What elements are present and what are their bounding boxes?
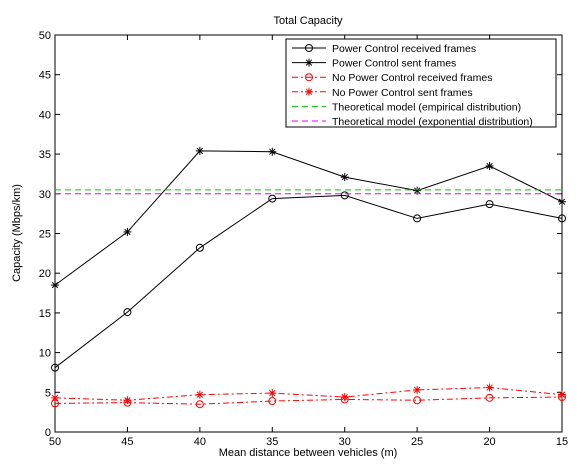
legend-label: Power Control received frames bbox=[332, 43, 476, 55]
data-point bbox=[413, 214, 422, 223]
y-axis-label: Capacity (Mbps/km) bbox=[11, 184, 23, 282]
data-point bbox=[51, 281, 59, 290]
data-point bbox=[485, 383, 494, 392]
legend-label: No Power Control received frames bbox=[332, 72, 492, 84]
x-tick-label: 30 bbox=[339, 436, 351, 448]
data-point bbox=[413, 396, 422, 405]
legend-entry: No Power Control sent frames bbox=[292, 87, 473, 99]
x-tick-label: 20 bbox=[483, 436, 495, 448]
data-point bbox=[195, 146, 204, 155]
x-tick-label: 50 bbox=[49, 436, 61, 448]
y-tick-label: 40 bbox=[39, 109, 51, 121]
axes: 50 45 40 35 30 25 20 15 0 5 10 15 20 25 30 35 40 45 50 bbox=[39, 30, 568, 448]
legend-marker bbox=[305, 87, 313, 96]
series-line bbox=[54, 194, 563, 369]
x-tick-label: 35 bbox=[266, 436, 278, 448]
data-point bbox=[123, 396, 132, 405]
data-point bbox=[195, 400, 204, 409]
x-axis-label: Mean distance between vehicles (m) bbox=[219, 447, 398, 459]
data-point bbox=[340, 173, 349, 182]
data-point bbox=[195, 390, 204, 399]
y-tick-label: 5 bbox=[45, 387, 51, 399]
data-point bbox=[413, 186, 422, 195]
series-line bbox=[54, 396, 563, 405]
series-line bbox=[54, 387, 563, 401]
series-3 bbox=[51, 393, 566, 409]
y-tick-label: 45 bbox=[39, 70, 51, 82]
legend-label: Theoretical model (empirical distributio… bbox=[332, 101, 521, 113]
chart-title: Total Capacity bbox=[273, 15, 343, 27]
x-tick-label: 25 bbox=[411, 436, 423, 448]
y-tick-label: 50 bbox=[39, 30, 51, 42]
y-tick-label: 30 bbox=[39, 189, 51, 201]
y-tick-label: 20 bbox=[39, 268, 51, 280]
data-point bbox=[558, 197, 566, 206]
data-point bbox=[51, 393, 59, 402]
data-point bbox=[268, 389, 277, 398]
data-point bbox=[123, 308, 132, 317]
data-point bbox=[558, 390, 566, 399]
legend-entry: Theoretical model (exponential distribut… bbox=[292, 116, 533, 128]
data-point bbox=[268, 397, 277, 406]
y-tick-label: 25 bbox=[39, 229, 51, 241]
series-1 bbox=[51, 191, 566, 372]
data-point bbox=[268, 194, 277, 203]
legend-label: Power Control sent frames bbox=[332, 58, 456, 70]
data-point bbox=[485, 393, 494, 402]
y-tick-label: 10 bbox=[39, 348, 51, 360]
y-tick-label: 35 bbox=[39, 149, 51, 161]
legend-entry: Theoretical model (empirical distributio… bbox=[292, 101, 521, 113]
series-4 bbox=[51, 383, 566, 405]
x-tick-label: 45 bbox=[121, 436, 133, 448]
data-point bbox=[340, 191, 349, 200]
legend-entry: Power Control received frames bbox=[292, 43, 476, 55]
x-tick-label: 15 bbox=[556, 436, 568, 448]
data-point bbox=[268, 147, 277, 156]
data-point bbox=[413, 385, 422, 394]
legend-entry: No Power Control received frames bbox=[292, 72, 492, 84]
series-layer bbox=[51, 146, 566, 409]
y-tick-label: 15 bbox=[39, 308, 51, 320]
series-line bbox=[54, 150, 563, 286]
legend-entry: Power Control sent frames bbox=[292, 58, 456, 70]
data-point bbox=[51, 363, 59, 372]
legend-marker bbox=[305, 73, 313, 82]
y-tick-label: 0 bbox=[45, 427, 51, 439]
data-point bbox=[340, 393, 349, 402]
legend-marker bbox=[305, 44, 313, 52]
legend-label: Theoretical model (exponential distribut… bbox=[332, 116, 533, 128]
legend-box bbox=[285, 38, 557, 128]
x-tick-label: 40 bbox=[194, 436, 206, 448]
legend-label: No Power Control sent frames bbox=[332, 87, 473, 99]
legend: Power Control received frames Power Contr… bbox=[285, 38, 557, 128]
data-point bbox=[485, 162, 494, 171]
data-point bbox=[485, 200, 494, 209]
data-point bbox=[558, 214, 566, 223]
legend-entries: Power Control received frames Power Contr… bbox=[292, 43, 533, 128]
data-point bbox=[123, 227, 132, 236]
data-point bbox=[195, 243, 204, 252]
legend-marker bbox=[305, 58, 313, 67]
series-2 bbox=[51, 146, 566, 290]
